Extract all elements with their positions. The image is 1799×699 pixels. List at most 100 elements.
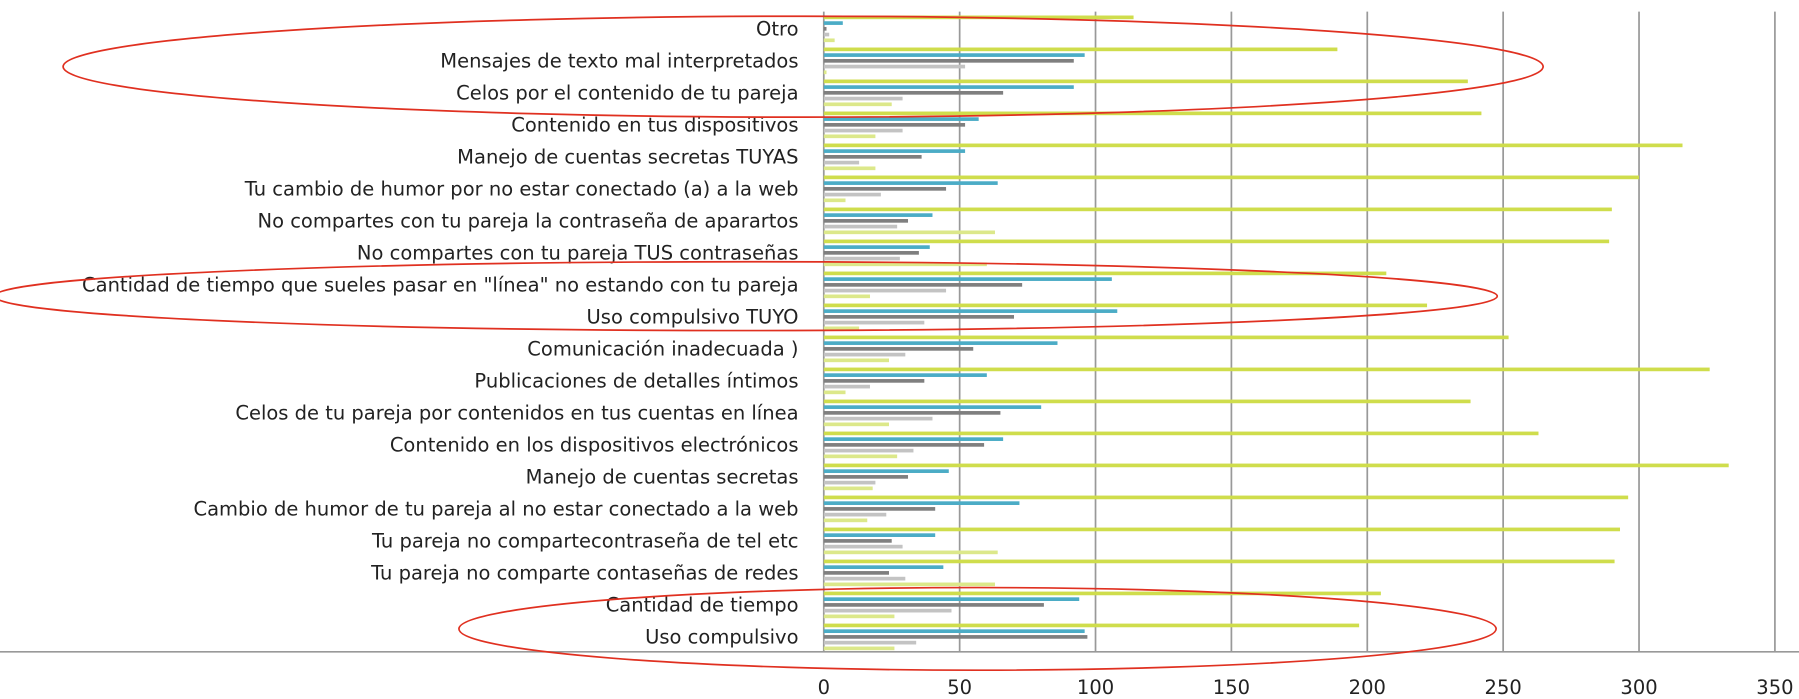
bar <box>823 463 1729 468</box>
bar <box>823 90 1004 95</box>
bar <box>823 256 900 261</box>
x-tick-label: 200 <box>1349 676 1386 699</box>
bar <box>823 53 1085 57</box>
bar <box>823 245 930 249</box>
bar <box>823 239 1610 244</box>
bar <box>823 501 1020 505</box>
bar <box>823 597 1080 601</box>
bar <box>823 527 1621 532</box>
bar <box>823 582 995 587</box>
bar <box>823 160 860 165</box>
bar <box>823 85 1074 89</box>
bar <box>823 64 966 69</box>
bar <box>823 271 1387 276</box>
bar <box>823 437 1004 441</box>
bar <box>823 230 995 235</box>
y-tick-label: Contenido en los dispositivos electrónic… <box>390 434 799 457</box>
bar <box>823 399 1471 404</box>
bar <box>823 335 1509 340</box>
bar <box>823 390 846 395</box>
bar <box>823 507 936 511</box>
y-tick-label: Cambio de humor de tu pareja al no estar… <box>193 498 798 521</box>
plot: 0 50 100 150 200 250 300 350 Otro Mensajes de tex… <box>82 11 1794 699</box>
bar <box>823 70 827 75</box>
bar <box>823 198 846 203</box>
y-tick-label: Uso compulsivo TUYO <box>587 306 799 329</box>
bar <box>823 443 985 447</box>
bar <box>823 539 892 543</box>
bar <box>823 486 873 491</box>
bar <box>823 303 1428 308</box>
bar <box>823 576 906 581</box>
bar <box>823 635 1088 639</box>
y-tick-label: Comunicación inadecuada ) <box>527 338 798 361</box>
bar <box>823 448 914 453</box>
bar <box>823 480 876 485</box>
y-tick-label: Manejo de cuentas secretas <box>526 466 799 489</box>
bar <box>823 533 936 537</box>
bar <box>823 544 903 549</box>
highlight-ellipse <box>458 586 1497 672</box>
bar <box>823 416 933 421</box>
y-tick-label: Cantidad de tiempo <box>606 594 799 617</box>
bar <box>823 79 1468 84</box>
bar <box>823 475 909 479</box>
y-tick-label: Tu pareja no compartecontraseña de tel e… <box>371 530 799 553</box>
y-tick-label: Publicaciones de detalles íntimos <box>474 370 798 393</box>
bar <box>823 288 947 293</box>
bar <box>823 571 889 575</box>
bar <box>823 495 1629 500</box>
bar <box>823 367 1710 372</box>
bar <box>823 207 1612 212</box>
y-tick-label: Contenido en tus dispositivos <box>511 113 798 136</box>
bar <box>823 640 917 645</box>
x-tick-label: 250 <box>1485 676 1522 699</box>
bar <box>823 213 933 217</box>
bar <box>823 347 974 351</box>
bar <box>823 181 998 185</box>
bar <box>823 96 903 101</box>
bar <box>823 623 1360 628</box>
bar <box>823 123 966 127</box>
bar <box>823 309 1118 313</box>
bar <box>823 411 1001 415</box>
bar <box>823 591 1381 596</box>
bar <box>823 117 979 121</box>
y-tick-label: No compartes con tu pareja la contraseña… <box>258 209 799 232</box>
bar <box>823 352 906 357</box>
bar <box>823 111 1482 116</box>
bar <box>823 373 987 377</box>
x-tick-label: 150 <box>1213 676 1250 699</box>
bar <box>823 134 876 139</box>
bar <box>823 315 1015 319</box>
bar <box>823 175 1640 180</box>
bar <box>823 341 1058 345</box>
bar <box>823 155 922 159</box>
y-tick-label: Manejo de cuentas secretas TUYAS <box>457 145 798 168</box>
bar <box>823 47 1338 52</box>
bar <box>823 559 1615 564</box>
highlight-ellipse <box>62 15 1545 119</box>
bar <box>823 469 949 473</box>
y-tick-label: Cantidad de tiempo que sueles pasar en "… <box>82 274 799 297</box>
bar <box>823 38 835 43</box>
bar <box>823 102 892 107</box>
y-tick-label: Tu cambio de humor por no estar conectad… <box>244 177 799 200</box>
x-tick-label: 100 <box>1077 676 1114 699</box>
y-tick-label: Mensajes de texto mal interpretados <box>440 49 798 72</box>
bar <box>823 32 830 37</box>
bar <box>823 283 1023 287</box>
bar <box>823 277 1112 281</box>
x-tick-label: 300 <box>1620 676 1657 699</box>
bar <box>823 422 889 427</box>
bar <box>823 26 827 31</box>
y-tick-label: Celos de tu pareja por contenidos en tus… <box>235 402 798 425</box>
bar <box>823 224 898 229</box>
bar <box>823 149 966 153</box>
y-tick-label: Celos por el contenido de tu pareja <box>456 81 798 104</box>
bar <box>823 143 1683 148</box>
bar <box>823 646 895 651</box>
bar <box>823 454 898 459</box>
